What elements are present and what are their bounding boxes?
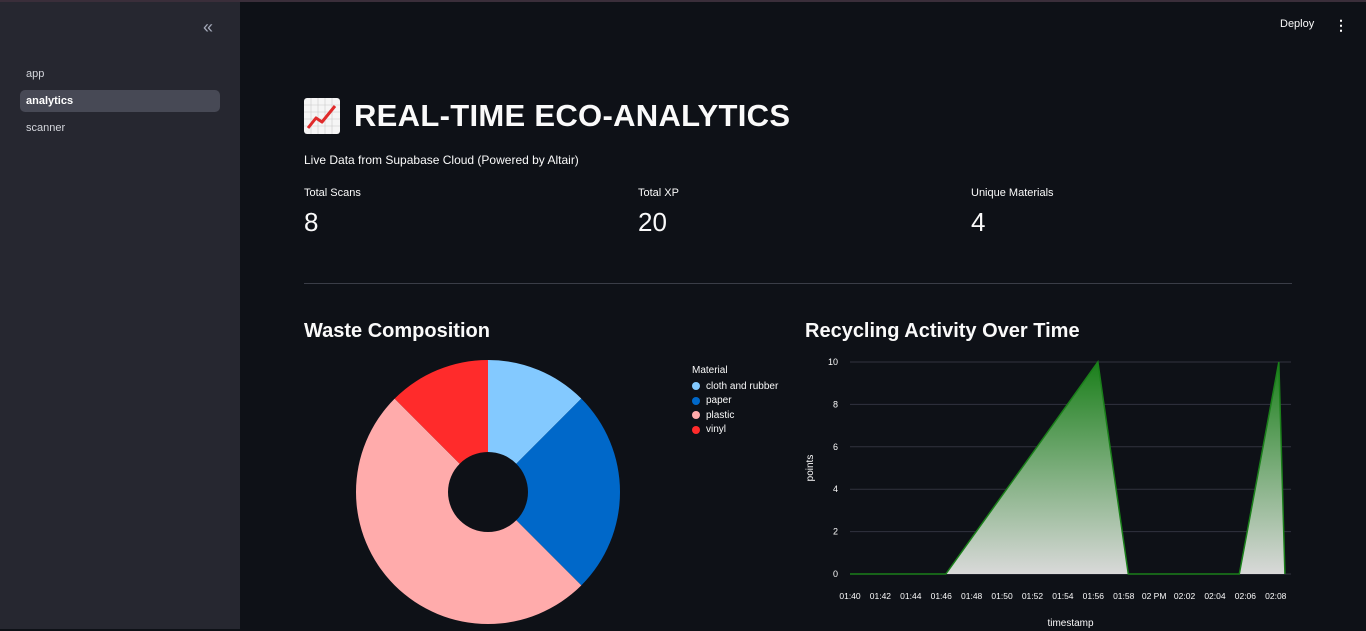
sidebar-item-scanner[interactable]: scanner <box>26 122 66 134</box>
recycling-activity-area-chart: 0 2 4 6 8 10 01:40 01:42 01:44 01:46 01:48 01:50 01:… <box>805 357 1291 629</box>
x-tick-label: 02:06 <box>1235 591 1257 601</box>
metric-value: 4 <box>971 207 986 237</box>
divider <box>304 283 1292 284</box>
metric-value: 20 <box>638 207 667 237</box>
pie-slice-plastic <box>356 398 582 624</box>
area-chart-title: Recycling Activity Over Time <box>805 320 1080 342</box>
x-tick-label: 01:58 <box>1113 591 1135 601</box>
area-fill <box>850 362 1285 574</box>
x-tick-label: 01:54 <box>1052 591 1074 601</box>
main-content: Deploy ⋮ REAL-TIME ECO-ANALYTICS Live Da… <box>240 2 1366 629</box>
legend-label: vinyl <box>706 424 727 436</box>
y-tick-label: 6 <box>833 442 838 452</box>
page-title: REAL-TIME ECO-ANALYTICS <box>354 98 791 133</box>
legend-title: Material <box>692 365 728 376</box>
y-axis-label: points <box>805 455 816 482</box>
x-tick-label: 02:08 <box>1265 591 1287 601</box>
more-options-icon[interactable]: ⋮ <box>1334 17 1348 33</box>
deploy-button[interactable]: Deploy <box>1280 18 1315 30</box>
x-tick-label: 01:52 <box>1022 591 1044 601</box>
pie-legend: Material cloth and rubber paper plastic vin… <box>692 365 778 437</box>
metric-label: Total XP <box>638 187 679 199</box>
waste-composition-pie-chart <box>356 360 620 624</box>
legend-item: paper <box>692 394 778 409</box>
x-tick-label: 01:40 <box>839 591 861 601</box>
x-tick-label: 01:56 <box>1083 591 1105 601</box>
x-tick-label: 02:04 <box>1204 591 1226 601</box>
metric-label: Total Scans <box>304 187 361 199</box>
sidebar-item-analytics[interactable]: analytics <box>20 90 220 112</box>
x-tick-label: 01:44 <box>900 591 922 601</box>
pie-slice-paper <box>516 398 620 586</box>
legend-swatch <box>692 396 700 405</box>
sidebar-item-app[interactable]: app <box>26 68 45 80</box>
legend-item: plastic <box>692 408 778 423</box>
x-tick-label: 01:48 <box>961 591 983 601</box>
top-border <box>0 0 1366 2</box>
metric-label: Unique Materials <box>971 187 1054 199</box>
y-tick-label: 8 <box>833 399 838 409</box>
legend-item: vinyl <box>692 423 778 438</box>
page-title-row: REAL-TIME ECO-ANALYTICS <box>304 96 790 136</box>
legend-swatch <box>692 425 700 434</box>
pie-chart-title: Waste Composition <box>304 320 490 342</box>
page-subtitle: Live Data from Supabase Cloud (Powered b… <box>304 153 579 167</box>
metric-value: 8 <box>304 207 319 237</box>
x-tick-label: 02 PM <box>1142 591 1167 601</box>
legend-label: cloth and rubber <box>706 380 779 392</box>
metric-total-scans: Total Scans 8 <box>304 187 361 238</box>
y-tick-label: 0 <box>833 569 838 579</box>
x-axis-label: timestamp <box>1047 618 1094 629</box>
area-line <box>850 360 1286 575</box>
pie-slice-cloth-and-rubber <box>488 360 582 464</box>
sidebar: « app analytics scanner <box>0 2 240 629</box>
collapse-sidebar-icon[interactable]: « <box>202 17 213 37</box>
metric-unique-materials: Unique Materials 4 <box>971 187 1054 238</box>
x-tick-label: 01:50 <box>991 591 1013 601</box>
chart-increasing-icon <box>304 98 340 134</box>
legend-swatch <box>692 411 700 420</box>
x-tick-label: 02:02 <box>1174 591 1196 601</box>
sidebar-nav: app analytics scanner <box>20 63 220 144</box>
x-tick-label: 01:42 <box>870 591 892 601</box>
legend-swatch <box>692 382 700 391</box>
x-tick-label: 01:46 <box>931 591 953 601</box>
y-tick-label: 4 <box>833 484 838 494</box>
y-tick-label: 10 <box>828 357 838 367</box>
legend-label: plastic <box>706 409 735 421</box>
y-tick-label: 2 <box>833 527 838 537</box>
legend-label: paper <box>706 395 732 407</box>
legend-item: cloth and rubber <box>692 379 778 394</box>
metric-total-xp: Total XP 20 <box>638 187 679 238</box>
pie-slice-vinyl <box>394 360 488 464</box>
